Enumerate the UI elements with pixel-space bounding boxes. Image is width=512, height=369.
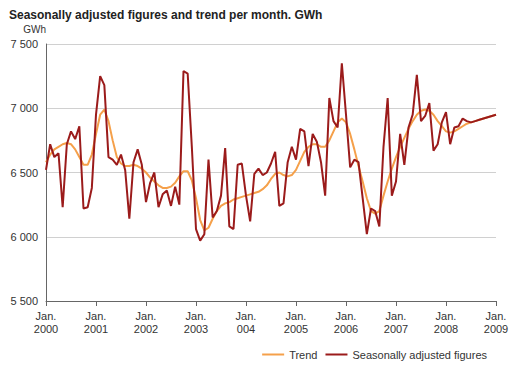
svg-text:Jan.: Jan. <box>86 310 107 322</box>
svg-text:2000: 2000 <box>34 323 58 335</box>
svg-text:Trend: Trend <box>289 349 317 361</box>
svg-text:Jan.: Jan. <box>186 310 207 322</box>
svg-text:2009: 2009 <box>484 323 508 335</box>
svg-text:2008: 2008 <box>434 323 458 335</box>
svg-text:6 000: 6 000 <box>10 231 38 243</box>
svg-text:Jan.: Jan. <box>486 310 507 322</box>
svg-text:6 500: 6 500 <box>10 167 38 179</box>
svg-text:004: 004 <box>237 323 255 335</box>
svg-text:7 500: 7 500 <box>10 38 38 50</box>
svg-text:5 500: 5 500 <box>10 295 38 307</box>
svg-text:2005: 2005 <box>284 323 308 335</box>
svg-text:2003: 2003 <box>184 323 208 335</box>
svg-text:Seasonally adjusted figures an: Seasonally adjusted figures and trend pe… <box>9 8 322 22</box>
svg-text:2002: 2002 <box>134 323 158 335</box>
svg-text:2001: 2001 <box>84 323 108 335</box>
svg-text:Jan.: Jan. <box>286 310 307 322</box>
svg-text:2006: 2006 <box>334 323 358 335</box>
svg-text:7 000: 7 000 <box>10 102 38 114</box>
svg-text:Seasonally adjusted figures: Seasonally adjusted figures <box>352 349 487 361</box>
svg-text:Jan.: Jan. <box>436 310 457 322</box>
svg-text:GWh: GWh <box>23 24 46 35</box>
svg-text:Jan.: Jan. <box>136 310 157 322</box>
svg-text:Jan.: Jan. <box>386 310 407 322</box>
svg-text:2007: 2007 <box>384 323 408 335</box>
svg-text:Jan.: Jan. <box>36 310 57 322</box>
svg-text:Jan.: Jan. <box>336 310 357 322</box>
svg-text:Jan.: Jan. <box>236 310 257 322</box>
